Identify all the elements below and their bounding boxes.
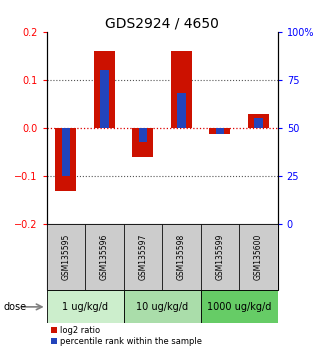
Bar bbox=[216, 128, 224, 134]
Bar bbox=[209, 128, 230, 134]
Text: GSM135595: GSM135595 bbox=[61, 234, 70, 280]
Bar bbox=[254, 119, 263, 128]
Bar bbox=[162, 224, 201, 290]
Legend: log2 ratio, percentile rank within the sample: log2 ratio, percentile rank within the s… bbox=[51, 326, 202, 346]
Text: GSM135598: GSM135598 bbox=[177, 234, 186, 280]
Bar bbox=[177, 93, 186, 128]
Text: 1000 ug/kg/d: 1000 ug/kg/d bbox=[207, 302, 271, 312]
Text: GSM135597: GSM135597 bbox=[138, 234, 147, 280]
Text: GSM135600: GSM135600 bbox=[254, 234, 263, 280]
Bar bbox=[132, 128, 153, 157]
Bar bbox=[47, 224, 85, 290]
Bar bbox=[94, 51, 115, 128]
Bar bbox=[47, 290, 124, 324]
Title: GDS2924 / 4650: GDS2924 / 4650 bbox=[105, 17, 219, 31]
Text: 1 ug/kg/d: 1 ug/kg/d bbox=[62, 302, 108, 312]
Bar bbox=[55, 128, 76, 190]
Bar bbox=[239, 224, 278, 290]
Bar bbox=[85, 224, 124, 290]
Bar bbox=[62, 128, 70, 176]
Text: dose: dose bbox=[3, 302, 26, 312]
Bar bbox=[124, 224, 162, 290]
Bar bbox=[248, 114, 269, 128]
Bar bbox=[171, 51, 192, 128]
Text: GSM135599: GSM135599 bbox=[215, 234, 224, 280]
Bar bbox=[201, 224, 239, 290]
Bar bbox=[124, 290, 201, 324]
Text: GSM135596: GSM135596 bbox=[100, 234, 109, 280]
Bar bbox=[100, 70, 108, 128]
Text: 10 ug/kg/d: 10 ug/kg/d bbox=[136, 302, 188, 312]
Bar bbox=[139, 128, 147, 142]
Bar bbox=[201, 290, 278, 324]
